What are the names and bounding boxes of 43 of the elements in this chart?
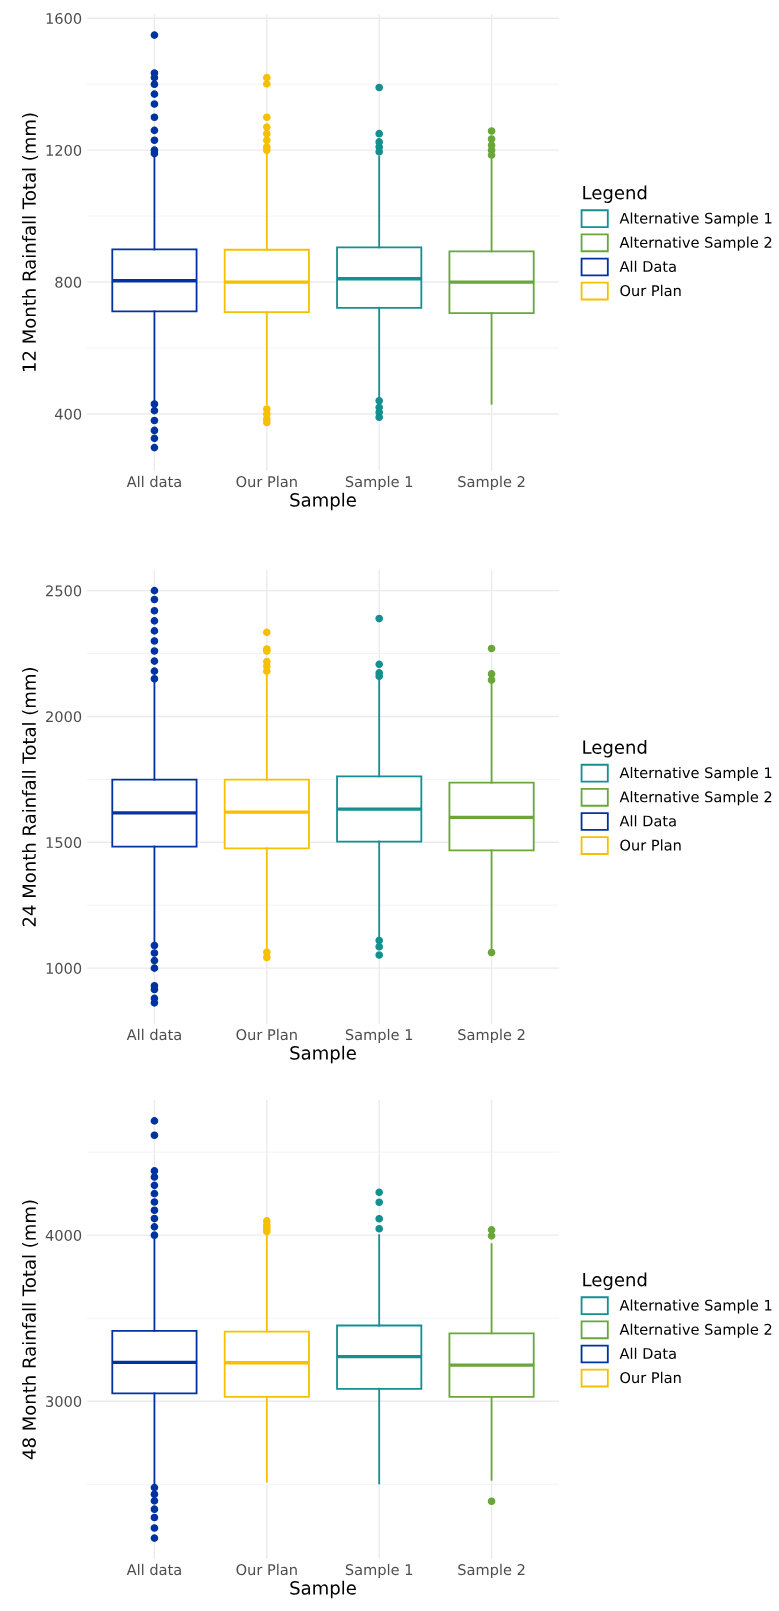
y-axis-title: 12 Month Rainfall Total (mm) — [21, 113, 39, 372]
y-tick-label: 3000 — [46, 1395, 82, 1407]
y-tick-label: 2000 — [46, 711, 82, 723]
x-axis-title: Sample — [290, 492, 356, 511]
legend-label: Alternative Sample 2 — [619, 791, 772, 806]
y-tick-label: 1600 — [46, 13, 82, 25]
legend-title: Legend — [583, 185, 647, 203]
x-tick-label: Our Plan — [236, 475, 297, 488]
legend-label: All Data — [619, 1347, 676, 1360]
y-tick-label: 1200 — [46, 144, 82, 156]
legend-label: Alternative Sample 2 — [619, 236, 772, 251]
legend-label: Alternative Sample 2 — [619, 1323, 772, 1338]
legend-label: Alternative Sample 1 — [619, 1299, 772, 1314]
legend-label: All Data — [619, 815, 676, 827]
x-axis-title: Sample — [290, 1580, 356, 1599]
y-tick-label: 2500 — [46, 585, 82, 597]
x-tick-label: All data — [126, 1028, 181, 1041]
y-tick-label: 800 — [55, 276, 82, 288]
legend-title: Legend — [583, 739, 647, 758]
y-tick-label: 4000 — [45, 1229, 82, 1241]
y-axis-title: 48 Month Rainfall Total (mm) — [21, 1200, 39, 1460]
y-axis-title: 24 Month Rainfall Total (mm) — [21, 668, 39, 927]
y-tick-label: 400 — [55, 408, 82, 420]
y-tick-label: 1500 — [46, 837, 82, 849]
x-tick-label: Sample 1 — [345, 475, 413, 490]
legend-label: Our Plan — [620, 284, 681, 297]
x-axis-title: Sample — [290, 1045, 356, 1064]
x-tick-label: All data — [126, 1563, 181, 1576]
x-tick-label: All data — [126, 475, 181, 488]
x-tick-label: Sample 2 — [458, 475, 525, 490]
x-tick-label: Our Plan — [236, 1028, 297, 1041]
x-tick-label: Sample 2 — [458, 1563, 525, 1578]
legend-label: All Data — [619, 260, 676, 273]
x-tick-label: Sample 1 — [345, 1563, 413, 1578]
legend-label: Our Plan — [620, 1371, 681, 1384]
legend-title: Legend — [583, 1272, 647, 1290]
x-tick-label: Our Plan — [236, 1563, 297, 1576]
x-tick-label: Sample 1 — [345, 1028, 413, 1043]
x-tick-label: Sample 2 — [458, 1028, 525, 1043]
y-tick-label: 1000 — [46, 962, 82, 974]
legend-label: Alternative Sample 1 — [619, 766, 772, 782]
legend-label: Our Plan — [620, 839, 681, 851]
legend-label: Alternative Sample 1 — [619, 212, 772, 227]
